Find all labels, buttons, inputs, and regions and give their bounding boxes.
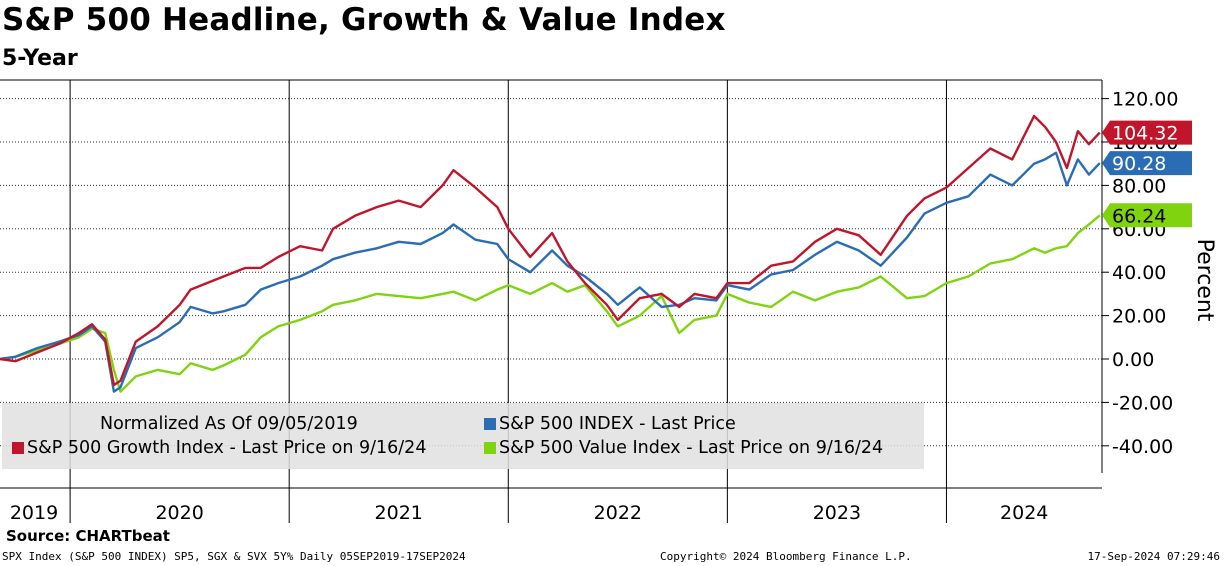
y-tick-label: 40.00: [1112, 262, 1166, 284]
legend-swatch-headline: [484, 418, 496, 430]
series-lines: [0, 114, 1101, 393]
chart-subtitle: 5-Year: [2, 46, 78, 71]
x-tick-label: 2019: [10, 502, 58, 524]
y-tick-label: 0.00: [1112, 349, 1154, 371]
tag-label-growth: 104.32: [1112, 123, 1178, 145]
tag-label-value: 66.24: [1112, 205, 1166, 227]
x-tick-label: 2020: [155, 502, 203, 524]
y-tick-label: 80.00: [1112, 175, 1166, 197]
last-value-tag-growth: 104.32: [1102, 120, 1192, 145]
source-note: Source: CHARTbeat: [6, 527, 170, 545]
series-line-growth: [0, 114, 1101, 387]
chart-title: S&P 500 Headline, Growth & Value Index: [2, 2, 726, 38]
y-tick-label: -40.00: [1112, 436, 1173, 458]
legend: Normalized As Of 09/05/2019 S&P 500 INDE…: [2, 403, 924, 469]
series-line-headline: [0, 151, 1101, 393]
legend-label-headline: S&P 500 INDEX - Last Price: [499, 414, 736, 434]
legend-label-growth: S&P 500 Growth Index - Last Price on 9/1…: [27, 438, 427, 458]
x-tick-label: 2021: [375, 502, 423, 524]
x-tick-label: 2022: [594, 502, 642, 524]
y-axis-label: Percent: [1192, 239, 1217, 322]
tag-box-headline: [1102, 151, 1192, 176]
y-tick-label: -20.00: [1112, 392, 1173, 414]
legend-item-growth: S&P 500 Growth Index - Last Price on 9/1…: [12, 438, 426, 458]
legend-item-value: S&P 500 Value Index - Last Price on 9/16…: [484, 438, 883, 458]
legend-normalized-note: Normalized As Of 09/05/2019: [100, 414, 358, 434]
legend-swatch-growth: [12, 442, 24, 454]
x-tick-label: 2023: [813, 502, 861, 524]
legend-item-headline: S&P 500 INDEX - Last Price: [484, 414, 736, 434]
legend-normalized-text: Normalized As Of 09/05/2019: [100, 414, 358, 434]
last-value-tags: 66.24 90.28 104.32: [1102, 120, 1192, 228]
footer-ticker-info: SPX Index (S&P 500 INDEX) SP5, SGX & SVX…: [2, 550, 466, 563]
y-tick-label: 120.00: [1112, 89, 1178, 111]
x-axis-labels: 2019 2020 2021 2022 2023 2024: [10, 502, 1049, 524]
tag-label-headline: 90.28: [1112, 153, 1166, 175]
footer-copyright: Copyright© 2024 Bloomberg Finance L.P.: [660, 550, 912, 563]
x-tick-label: 2024: [1000, 502, 1048, 524]
tag-box-value: [1102, 203, 1192, 228]
tag-box-growth: [1102, 120, 1192, 145]
legend-swatch-value: [484, 442, 496, 454]
footer-timestamp: 17-Sep-2024 07:29:46: [1087, 550, 1220, 563]
legend-label-value: S&P 500 Value Index - Last Price on 9/16…: [499, 438, 884, 458]
last-value-tag-headline: 90.28: [1102, 151, 1192, 176]
last-value-tag-value: 66.24: [1102, 203, 1192, 228]
series-line-value: [0, 214, 1101, 393]
y-tick-label: 20.00: [1112, 306, 1166, 328]
